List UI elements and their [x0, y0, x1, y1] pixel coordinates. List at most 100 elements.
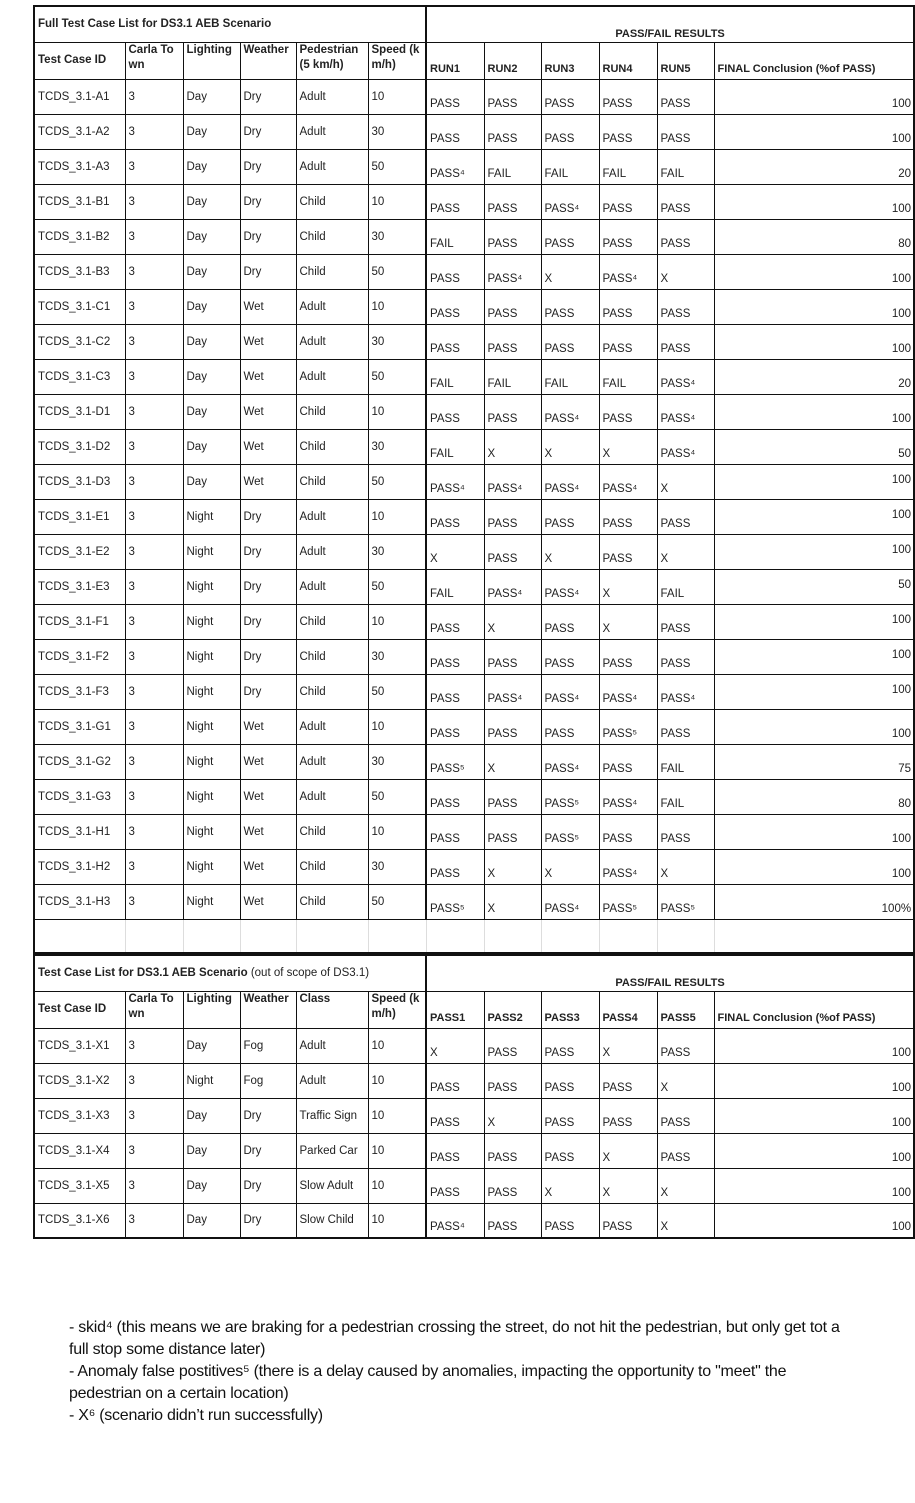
- speed-cell: 10: [367, 1062, 427, 1099]
- empty-cell: [239, 918, 297, 954]
- pedestrian-cell: Child: [295, 638, 369, 675]
- lighting-cell: Day: [182, 323, 241, 360]
- test-case-id-cell: TCDS_3.1-X4: [33, 1132, 126, 1169]
- speed-cell: 10: [367, 1027, 427, 1064]
- table-title: Test Case List for DS3.1 AEB Scenario (o…: [33, 954, 427, 992]
- carla-town-cell: 3: [124, 813, 184, 850]
- empty-cell: [425, 918, 485, 954]
- run3-cell: PASS⁴: [540, 463, 600, 500]
- final-conclusion-cell: 100: [713, 708, 915, 745]
- run3-cell: X: [540, 848, 600, 885]
- test-case-id-cell: TCDS_3.1-H1: [33, 813, 126, 850]
- weather-cell: Dry: [239, 1202, 297, 1239]
- run5-cell: PASS: [656, 323, 715, 360]
- pedestrian-cell: Adult: [295, 778, 369, 815]
- final-conclusion-cell: 20: [713, 358, 915, 395]
- table-row: TCDS_3.1-D1 3 Day Wet Child 10 PASS PASS PASS⁴ PA…: [33, 393, 915, 430]
- run1-cell: PASS⁴: [425, 1202, 485, 1239]
- final-conclusion-cell: 100: [713, 498, 915, 535]
- run4-cell: X: [598, 568, 658, 605]
- class-cell: Slow Child: [295, 1202, 369, 1239]
- run2-cell: PASS: [483, 638, 542, 675]
- run5-cell: PASS: [656, 498, 715, 535]
- pedestrian-cell: Child: [295, 253, 369, 290]
- run1-cell: PASS: [425, 1167, 485, 1204]
- speed-cell: 30: [367, 848, 427, 885]
- run2-cell: X: [483, 883, 542, 920]
- carla-town-cell: 3: [124, 1202, 184, 1239]
- lighting-cell: Day: [182, 463, 241, 500]
- run4-cell: PASS: [598, 393, 658, 430]
- run1-cell: X: [425, 533, 485, 570]
- run3-cell: PASS: [540, 323, 600, 360]
- run3-cell: FAIL: [540, 358, 600, 395]
- column-header: RUN1: [425, 41, 485, 80]
- run1-cell: PASS: [425, 78, 485, 115]
- run1-cell: PASS: [425, 603, 485, 640]
- table-title: Full Test Case List for DS3.1 AEB Scenar…: [33, 5, 428, 43]
- test-case-id-cell: TCDS_3.1-C2: [33, 323, 126, 360]
- speed-cell: 30: [367, 113, 427, 150]
- table-row: TCDS_3.1-F2 3 Night Dry Child 30 PASS PASS PASS P…: [33, 638, 915, 675]
- table-row: TCDS_3.1-A1 3 Day Dry Adult 10 PASS PASS PASS PAS…: [33, 78, 915, 115]
- class-cell: Adult: [295, 1027, 369, 1064]
- table-row: TCDS_3.1-H3 3 Night Wet Child 50 PASS⁵ X PASS⁴ PA…: [33, 883, 915, 920]
- run5-cell: PASS⁴: [656, 428, 715, 465]
- weather-cell: Wet: [239, 848, 297, 885]
- empty-cell: [33, 918, 126, 954]
- speed-cell: 10: [367, 288, 427, 325]
- lighting-cell: Night: [182, 498, 241, 535]
- table-row: TCDS_3.1-X4 3 Day Dry Parked Car 10 PASS PASS PA…: [33, 1132, 915, 1169]
- speed-cell: 10: [367, 1167, 427, 1204]
- speed-cell: 10: [367, 603, 427, 640]
- weather-cell: Dry: [239, 218, 297, 255]
- table-row: TCDS_3.1-C1 3 Day Wet Adult 10 PASS PASS PASS PAS…: [33, 288, 915, 325]
- run5-cell: PASS: [656, 1097, 715, 1134]
- weather-cell: Wet: [239, 813, 297, 850]
- speed-cell: 30: [367, 638, 427, 675]
- column-header: PASS2: [483, 990, 542, 1029]
- table-row: TCDS_3.1-G2 3 Night Wet Adult 30 PASS⁵ X PASS⁴ PA…: [33, 743, 915, 780]
- speed-cell: 10: [367, 1132, 427, 1169]
- final-conclusion-cell: 100: [713, 113, 915, 150]
- run5-cell: X: [656, 533, 715, 570]
- carla-town-cell: 3: [124, 1097, 184, 1134]
- run5-cell: PASS: [656, 288, 715, 325]
- run2-cell: PASS: [483, 78, 542, 115]
- run2-cell: X: [483, 743, 542, 780]
- test-case-id-cell: TCDS_3.1-F3: [33, 673, 126, 710]
- test-case-id-cell: TCDS_3.1-X2: [33, 1062, 126, 1099]
- test-case-id-cell: TCDS_3.1-A2: [33, 113, 126, 150]
- full-test-case-table: Full Test Case List for DS3.1 AEB Scenar…: [33, 5, 915, 954]
- speed-cell: 30: [367, 743, 427, 780]
- run1-cell: PASS: [425, 1097, 485, 1134]
- run5-cell: PASS: [656, 603, 715, 640]
- run4-cell: PASS: [598, 498, 658, 535]
- table-row: TCDS_3.1-G3 3 Night Wet Adult 50 PASS PASS PASS⁵…: [33, 778, 915, 815]
- lighting-cell: Day: [182, 428, 241, 465]
- run2-cell: PASS: [483, 323, 542, 360]
- pedestrian-cell: Child: [295, 848, 369, 885]
- class-cell: Adult: [295, 1062, 369, 1099]
- final-conclusion-cell: 100: [713, 1167, 915, 1204]
- table-title-text: Test Case List for DS3.1 AEB Scenario: [38, 967, 248, 980]
- carla-town-cell: 3: [124, 533, 184, 570]
- table-row: TCDS_3.1-D3 3 Day Wet Child 50 PASS⁴ PASS⁴ PASS⁴…: [33, 463, 915, 500]
- lighting-cell: Day: [182, 113, 241, 150]
- test-case-id-cell: TCDS_3.1-D1: [33, 393, 126, 430]
- speed-cell: 50: [367, 568, 427, 605]
- class-cell: Slow Adult: [295, 1167, 369, 1204]
- run3-cell: PASS: [540, 1097, 600, 1134]
- lighting-cell: Day: [182, 148, 241, 185]
- final-conclusion-cell: 100: [713, 463, 915, 500]
- column-header: RUN5: [656, 41, 715, 80]
- run2-cell: PASS⁴: [483, 253, 542, 290]
- empty-cell: [540, 918, 600, 954]
- run1-cell: PASS: [425, 813, 485, 850]
- run1-cell: FAIL: [425, 568, 485, 605]
- run3-cell: X: [540, 533, 600, 570]
- lighting-cell: Night: [182, 1062, 241, 1099]
- table-row: TCDS_3.1-H2 3 Night Wet Child 30 PASS X X PASS⁴ X 1…: [33, 848, 915, 885]
- table-row: TCDS_3.1-E3 3 Night Dry Adult 50 FAIL PASS⁴ PASS…: [33, 568, 915, 605]
- column-header: FINAL Conclusion (%of PASS): [713, 990, 915, 1029]
